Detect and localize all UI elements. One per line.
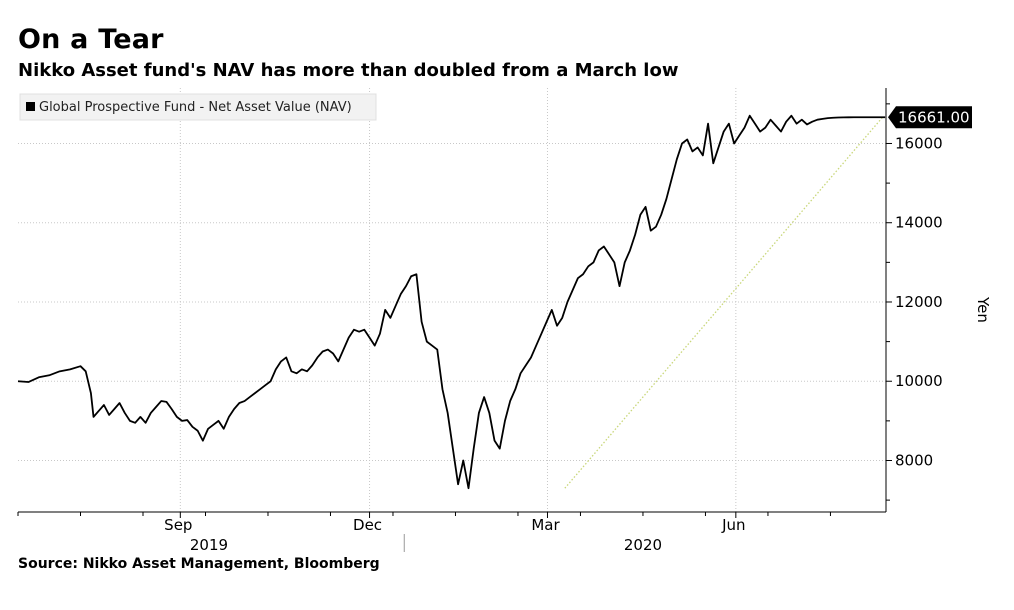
y-tick-label-4: 16000 — [895, 134, 943, 152]
y-tick-label-3: 14000 — [895, 214, 943, 232]
x-tick-label-1: Dec — [353, 516, 382, 534]
legend: Global Prospective Fund - Net Asset Valu… — [19, 93, 377, 121]
x-tick-label-3: Jun — [721, 516, 745, 534]
year-label-0: 2019 — [190, 536, 228, 554]
x-tick-label-0: Sep — [164, 516, 192, 534]
last-value-label: 16661.00 — [898, 108, 970, 126]
y-tick-label-1: 10000 — [895, 372, 943, 390]
y-axis-label: Yen — [974, 296, 992, 323]
nav-series-line — [17, 114, 886, 490]
x-tick-label-2: Mar — [531, 516, 560, 534]
last-value-tag — [888, 106, 972, 129]
legend-box — [19, 93, 377, 121]
chart-title: On a Tear — [18, 24, 164, 55]
y-tick-label-0: 8000 — [895, 451, 933, 469]
chart-subtitle: Nikko Asset fund's NAV has more than dou… — [18, 60, 679, 81]
year-label-1: 2020 — [624, 536, 662, 554]
y-tick-label-2: 12000 — [895, 293, 943, 311]
legend-swatch — [26, 102, 35, 111]
legend-entry: Global Prospective Fund - Net Asset Valu… — [39, 100, 352, 115]
chart-source: Source: Nikko Asset Management, Bloomber… — [18, 556, 380, 572]
trend-line — [564, 116, 884, 489]
